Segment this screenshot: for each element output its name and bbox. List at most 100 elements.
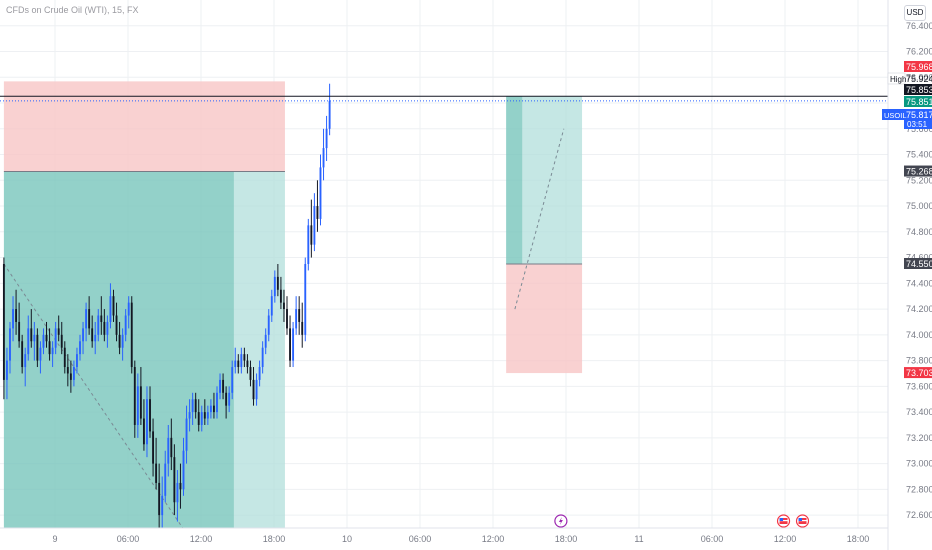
x-tick-label: 12:00 [190,534,213,544]
target-zone [3,171,285,528]
filled-zone [3,171,234,528]
y-tick-label: 73.600 [906,381,932,391]
candle [185,405,188,464]
candle [206,405,209,425]
candle [66,354,69,387]
candle [24,347,27,387]
candle [100,296,103,335]
candle [9,321,11,374]
price-tag-bg [904,61,932,72]
candle [88,296,91,335]
candles [2,83,331,528]
candle [12,296,14,342]
candle [60,321,63,355]
stop-zone [3,81,285,172]
candle [167,424,170,477]
candle [276,264,279,297]
event-flag-icon[interactable] [776,514,791,528]
x-tick-label: 06:00 [701,534,724,544]
candle [286,296,288,335]
event-bolt-icon[interactable] [554,514,568,528]
x-axis[interactable]: 9 06:00 12:00 18:00 10 06:00 12:00 18:00 11 06:00… [52,534,869,544]
high-value: 75.924 [906,74,932,84]
x-tick-label: 18:00 [555,534,578,544]
candle [267,309,270,342]
candle [127,296,130,329]
candle [231,360,234,400]
candle [283,289,285,322]
candle [289,315,291,368]
candle [42,328,45,355]
price-tag-value: 75.268 [906,167,932,177]
candle [228,386,231,413]
candle [6,347,8,400]
candle [170,418,173,471]
y-tick-label: 75.200 [906,175,932,185]
y-tick-label: 73.800 [906,356,932,366]
price-tag-gray: 75.268 [904,165,932,177]
stop-zone [506,264,583,374]
y-tick-label: 76.400 [906,21,932,31]
y-tick-label: 72.800 [906,484,932,494]
candle [54,321,57,355]
price-tag-red: 75.968 [904,61,932,72]
price-tag-teal: 75.851 [904,96,932,107]
symbol-tag: USOIL [884,111,907,120]
candle [319,154,322,226]
candle [325,115,328,161]
price-tag-value: 75.853 [906,85,932,95]
candle [27,315,30,361]
candle [161,476,164,528]
candle [246,354,249,374]
price-tag-bg [904,96,932,107]
countdown: 03:51 [907,120,928,129]
y-tick-label: 74.400 [906,278,932,288]
candle [240,347,243,374]
y-axis[interactable]: 76.40076.20076.00075.80075.60075.40075.2… [906,21,932,520]
candle [164,450,167,503]
candle [234,347,237,374]
y-tick-label: 73.000 [906,459,932,469]
candle [328,83,331,136]
price-tag-bg [904,84,932,95]
candle [133,360,136,438]
candle [130,296,133,374]
price-tag-high: High 75.924 [887,72,932,85]
candle [21,334,24,374]
trade-path-line [514,128,565,310]
candle [203,399,206,425]
candle [261,341,264,374]
candle [194,392,197,419]
candle [103,309,106,342]
candle [85,302,88,342]
candle [97,309,100,342]
candle [139,367,142,425]
candle [212,392,215,419]
filled-zone [506,96,523,264]
currency-button[interactable]: USD [904,5,926,21]
candle [264,328,267,355]
candle [270,289,273,322]
candle [252,367,255,406]
price-tag-value: 75.817 [906,110,932,120]
trade-path-line [3,263,184,528]
candle [310,199,313,258]
event-flag-icon[interactable] [795,514,810,528]
y-tick-label: 74.800 [906,227,932,237]
price-tag-bg [904,109,932,129]
candle [109,283,112,329]
y-tick-label: 76.200 [906,47,932,57]
candle [118,321,121,355]
position-tool-1[interactable] [3,81,285,528]
candle [94,321,97,355]
high-label: High [890,75,906,84]
x-tick-label: 9 [52,534,57,544]
candle [149,386,151,438]
candle [2,257,5,400]
candle [304,257,307,342]
position-tool-2[interactable] [506,96,583,374]
candle [79,334,81,361]
